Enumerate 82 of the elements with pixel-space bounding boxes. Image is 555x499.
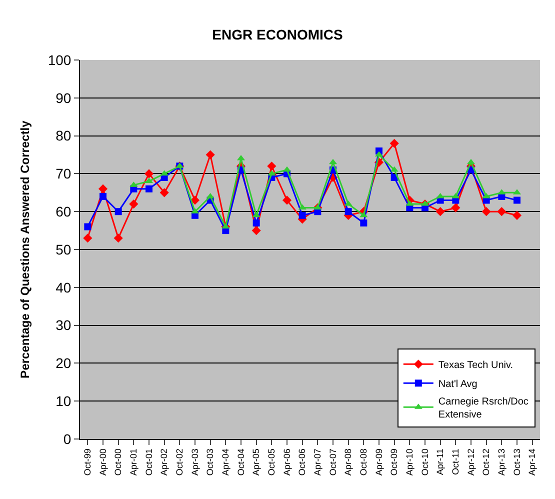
point xyxy=(514,196,520,204)
point xyxy=(451,203,460,212)
x-tick-label: Oct-08 xyxy=(358,448,369,476)
point xyxy=(206,192,214,198)
point xyxy=(267,162,276,171)
y-tick-label: 70 xyxy=(56,166,72,182)
x-tick-label: Apr-14 xyxy=(527,448,538,476)
x-tick-label: Apr-07 xyxy=(312,448,323,476)
point xyxy=(390,138,399,148)
point xyxy=(497,207,506,216)
point xyxy=(344,208,352,216)
legend-label: Texas Tech Univ. xyxy=(438,360,514,372)
point xyxy=(114,208,122,216)
point xyxy=(482,207,491,216)
point xyxy=(390,166,398,172)
y-tick-label: 80 xyxy=(56,128,72,144)
y-tick-label: 100 xyxy=(48,52,72,68)
x-tick-label: Oct-99 xyxy=(82,448,93,476)
chart-title: ENGR ECONOMICS xyxy=(212,26,343,43)
point xyxy=(282,196,292,205)
x-tick-label: Oct-00 xyxy=(113,448,124,476)
point xyxy=(160,188,169,198)
point xyxy=(206,150,215,160)
point xyxy=(314,204,322,210)
x-tick-label: Apr-08 xyxy=(343,448,354,476)
point xyxy=(100,192,106,200)
point xyxy=(360,219,368,226)
legend-label: Nat'l Avg xyxy=(438,379,478,390)
x-tick-label: Oct-09 xyxy=(389,448,400,476)
point xyxy=(452,192,460,198)
point xyxy=(114,234,123,243)
y-tick-label: 10 xyxy=(56,393,72,409)
point xyxy=(252,219,260,226)
point xyxy=(98,184,108,194)
legend-label: Carnegie Rsrch/Doc Extensive xyxy=(438,396,528,421)
point xyxy=(252,226,261,236)
x-tick-label: Apr-05 xyxy=(251,448,262,476)
y-tick-label: 60 xyxy=(56,204,72,220)
x-tick-label: Apr-01 xyxy=(128,448,139,476)
y-tick-label: 50 xyxy=(56,241,72,258)
x-tick-label: Oct-04 xyxy=(236,448,246,476)
point xyxy=(482,192,490,198)
point xyxy=(190,196,200,205)
x-tick-label: Oct-02 xyxy=(174,448,185,476)
point xyxy=(144,169,154,178)
x-tick-label: Apr-04 xyxy=(220,448,231,476)
x-tick-label: Apr-12 xyxy=(466,448,476,476)
x-tick-label: Oct-13 xyxy=(512,448,522,476)
point xyxy=(252,212,260,218)
y-tick-label: 20 xyxy=(56,355,72,372)
x-tick-label: Apr-09 xyxy=(374,448,384,476)
x-tick-label: Apr-06 xyxy=(282,448,292,476)
point xyxy=(129,199,138,209)
x-tick-label: Apr-13 xyxy=(496,448,507,476)
point xyxy=(436,192,444,198)
point xyxy=(360,212,368,218)
point xyxy=(298,212,306,219)
point xyxy=(146,185,152,192)
point xyxy=(512,210,522,220)
y-tick-label: 30 xyxy=(56,317,72,334)
x-tick-label: Oct-11 xyxy=(450,448,461,475)
y-tick-label: 90 xyxy=(56,90,72,106)
x-tick-label: Oct-12 xyxy=(481,448,492,476)
y-tick-label: 0 xyxy=(63,430,72,447)
x-tick-label: Oct-05 xyxy=(266,448,277,476)
point xyxy=(222,223,230,229)
x-tick-label: Oct-10 xyxy=(420,448,430,476)
point xyxy=(84,223,92,230)
x-tick-label: Oct-03 xyxy=(205,448,216,476)
y-axis-title: Percentage of Questions Answered Correctly xyxy=(18,120,32,378)
x-tick-label: Apr-02 xyxy=(159,448,170,476)
point xyxy=(83,234,92,243)
point xyxy=(436,207,445,216)
y-tick-label: 40 xyxy=(56,279,72,296)
x-tick-label: Oct-07 xyxy=(328,448,338,476)
x-tick-label: Apr-11 xyxy=(435,448,446,475)
x-tick-label: Apr-10 xyxy=(404,448,415,476)
x-tick-label: Apr-03 xyxy=(190,448,200,476)
x-tick-label: Oct-06 xyxy=(297,448,308,476)
point xyxy=(298,204,306,210)
x-tick-label: Oct-01 xyxy=(144,448,154,476)
x-tick-label: Apr-00 xyxy=(98,448,108,476)
